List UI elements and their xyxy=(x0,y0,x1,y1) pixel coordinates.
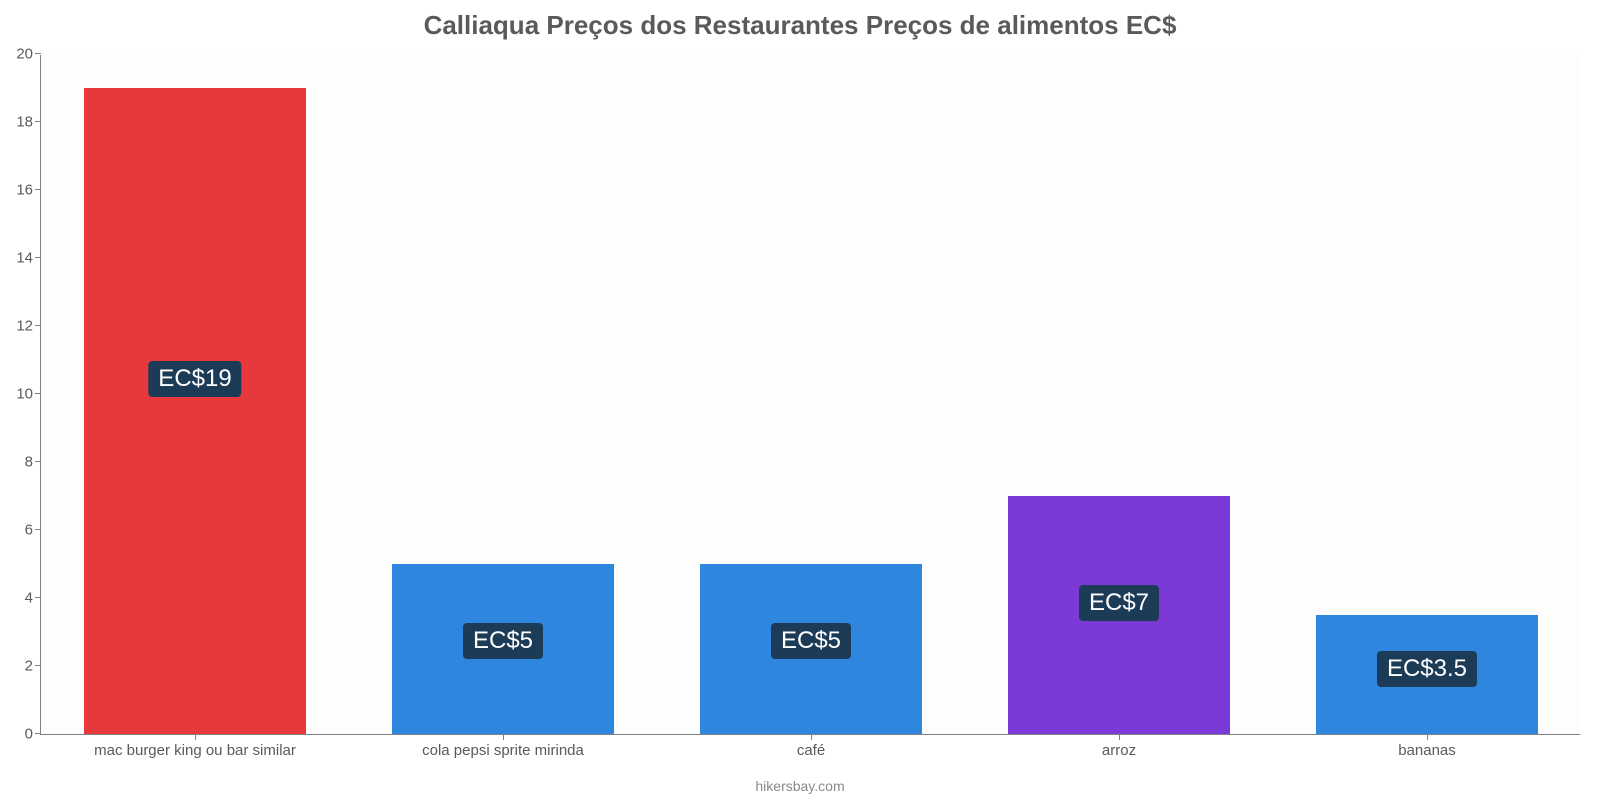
y-axis-tick-label: 20 xyxy=(16,46,41,63)
bar-value-label: EC$19 xyxy=(148,361,241,397)
chart-footer: hikersbay.com xyxy=(0,778,1600,794)
y-axis-tick-label: 2 xyxy=(25,658,41,675)
price-bar-chart: Calliaqua Preços dos Restaurantes Preços… xyxy=(0,0,1600,800)
y-axis-tick-mark xyxy=(35,393,41,394)
y-axis-tick-label: 4 xyxy=(25,590,41,607)
y-axis-tick-label: 14 xyxy=(16,250,41,267)
x-axis-tick-mark xyxy=(1427,734,1428,740)
x-axis-tick-mark xyxy=(811,734,812,740)
y-axis-tick-label: 8 xyxy=(25,454,41,471)
y-axis-tick-mark xyxy=(35,529,41,530)
y-axis-tick-mark xyxy=(35,189,41,190)
bar-value-label: EC$5 xyxy=(463,623,543,659)
price-bar xyxy=(84,88,306,734)
y-axis-tick-label: 16 xyxy=(16,182,41,199)
y-axis-tick-mark xyxy=(35,597,41,598)
x-axis-tick-mark xyxy=(503,734,504,740)
chart-title: Calliaqua Preços dos Restaurantes Preços… xyxy=(0,10,1600,41)
bar-value-label: EC$7 xyxy=(1079,585,1159,621)
y-axis-tick-mark xyxy=(35,121,41,122)
bar-value-label: EC$3.5 xyxy=(1377,651,1477,687)
x-axis-tick-mark xyxy=(195,734,196,740)
y-axis-tick-mark xyxy=(35,665,41,666)
y-axis-tick-label: 0 xyxy=(25,726,41,743)
bar-value-label: EC$5 xyxy=(771,623,851,659)
y-axis-tick-mark xyxy=(35,257,41,258)
y-axis-tick-mark xyxy=(35,53,41,54)
y-axis-tick-mark xyxy=(35,461,41,462)
x-axis-tick-mark xyxy=(1119,734,1120,740)
y-axis-tick-label: 18 xyxy=(16,114,41,131)
y-axis-tick-mark xyxy=(35,325,41,326)
y-axis-tick-mark xyxy=(35,733,41,734)
y-axis-tick-label: 10 xyxy=(16,386,41,403)
y-axis-tick-label: 12 xyxy=(16,318,41,335)
plot-area: 02468101214161820mac burger king ou bar … xyxy=(40,55,1580,735)
y-axis-tick-label: 6 xyxy=(25,522,41,539)
